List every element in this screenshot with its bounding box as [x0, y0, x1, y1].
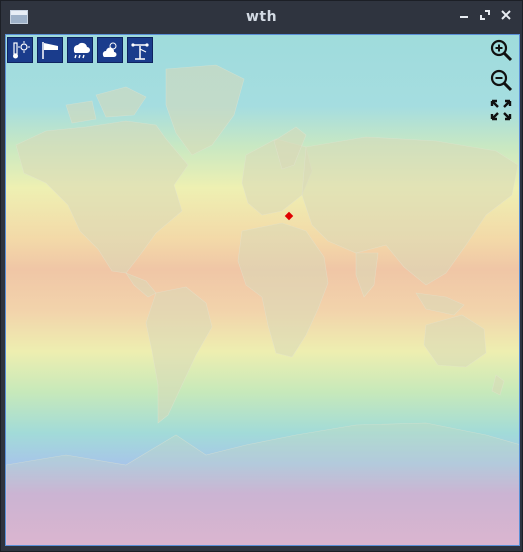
- restore-icon: [480, 10, 490, 20]
- wind-layer-button[interactable]: [37, 37, 63, 63]
- weather-map[interactable]: [5, 34, 520, 546]
- title-bar[interactable]: wth: [1, 1, 522, 34]
- close-button[interactable]: [498, 9, 514, 25]
- zoom-in-button[interactable]: [486, 35, 516, 65]
- clouds-layer-button[interactable]: [97, 37, 123, 63]
- world-map: [6, 64, 519, 545]
- zoom-out-button[interactable]: [486, 65, 516, 95]
- minimize-icon: [460, 16, 468, 18]
- zoom-out-icon: [490, 69, 513, 92]
- maximize-button[interactable]: [477, 9, 493, 25]
- zoom-in-icon: [490, 39, 513, 62]
- window-title: wth: [245, 9, 278, 25]
- fit-view-button[interactable]: [486, 95, 516, 125]
- minimize-button[interactable]: [456, 9, 472, 25]
- cloud-sun-icon: [102, 42, 117, 57]
- windsock-icon: [42, 42, 58, 59]
- rain-cloud-icon: [73, 42, 90, 59]
- close-icon: [501, 10, 511, 20]
- pressure-layer-button[interactable]: [127, 37, 153, 63]
- fullscreen-icon: [490, 99, 512, 121]
- zoom-controls: [486, 35, 516, 125]
- weather-station-icon: [131, 43, 149, 60]
- temperature-layer-button[interactable]: [7, 37, 33, 63]
- precipitation-layer-button[interactable]: [67, 37, 93, 63]
- thermometer-sun-icon: [13, 41, 30, 59]
- layer-toolbar: [7, 37, 153, 63]
- app-icon[interactable]: [10, 10, 28, 24]
